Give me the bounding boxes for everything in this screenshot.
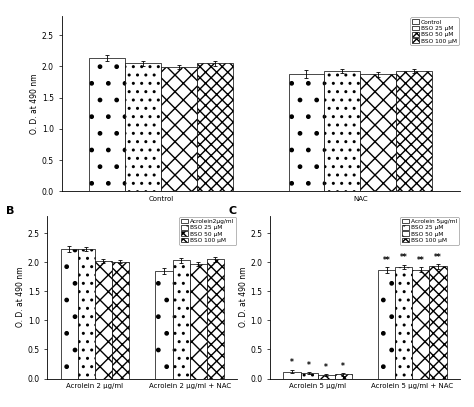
Bar [61,249,78,379]
Legend: Acrolein 5μg/ml, BSO 25 μM, BSO 50 μM, BSO 100 μM: Acrolein 5μg/ml, BSO 25 μM, BSO 50 μM, B… [400,217,459,245]
Text: B: B [6,206,14,216]
Bar [125,63,161,191]
Bar [318,375,335,379]
Bar [289,74,324,191]
Bar [396,71,432,191]
Legend: Acrolein2μg/ml, BSO 25 μM, BSO 50 μM, BSO 100 μM: Acrolein2μg/ml, BSO 25 μM, BSO 50 μM, BS… [179,217,236,245]
Bar [90,58,125,191]
Bar [412,270,429,379]
Bar [283,372,301,379]
Bar [112,262,129,379]
Bar [190,264,207,379]
Bar [324,71,360,191]
Text: *: * [307,361,311,370]
Bar [301,373,318,379]
Bar [95,261,112,379]
Bar [155,271,173,379]
Bar [173,260,190,379]
Y-axis label: O. D. at 490 nm: O. D. at 490 nm [16,267,25,327]
Bar [197,63,233,191]
Text: *: * [324,363,328,372]
Bar [378,270,395,379]
Bar [395,267,412,379]
Bar [207,259,224,379]
Bar [335,374,352,379]
Text: **: ** [400,253,408,262]
Text: **: ** [417,256,425,265]
Bar [78,249,95,379]
Y-axis label: O. D. at 490 nm: O. D. at 490 nm [30,74,39,134]
Text: *: * [341,362,345,371]
Y-axis label: O. D. at 490 nm: O. D. at 490 nm [238,267,247,327]
Bar [360,74,396,191]
Text: **: ** [383,256,391,265]
Text: C: C [228,206,237,216]
Text: *: * [290,359,294,368]
Legend: Control, BSO 25 μM, BSO 50 μM, BSO 100 μM: Control, BSO 25 μM, BSO 50 μM, BSO 100 μ… [410,18,459,45]
Text: **: ** [434,253,442,262]
Bar [429,266,447,379]
Bar [161,67,197,191]
